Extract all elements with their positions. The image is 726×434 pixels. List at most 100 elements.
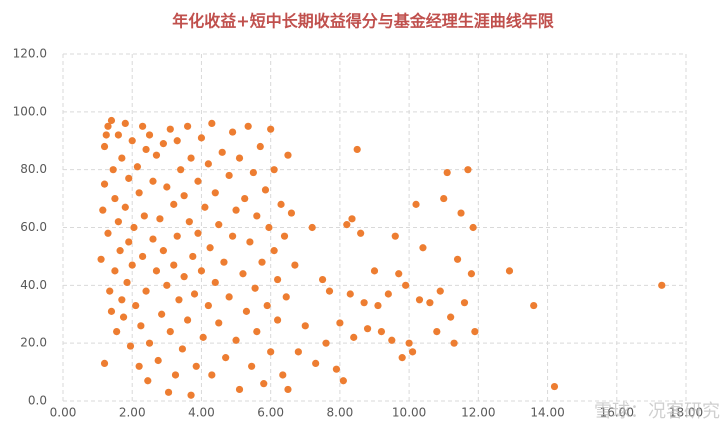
x-tick-label: 0.00	[50, 406, 77, 420]
y-tick-label: 60.0	[20, 220, 47, 234]
x-tick-label: 10.00	[392, 406, 426, 420]
point	[246, 238, 254, 246]
point	[139, 252, 147, 261]
point	[106, 287, 114, 295]
point	[453, 255, 462, 263]
point	[201, 203, 209, 211]
y-tick-label: 100.0	[13, 104, 47, 118]
point	[550, 382, 559, 391]
point	[215, 319, 223, 327]
point	[187, 391, 195, 399]
point	[142, 287, 150, 295]
y-tick-label: 40.0	[20, 278, 47, 292]
point	[173, 232, 181, 240]
point	[208, 371, 216, 379]
y-tick-label: 0.0	[28, 394, 47, 408]
point	[208, 119, 216, 127]
point	[248, 362, 256, 370]
point	[426, 299, 434, 307]
point	[658, 281, 666, 289]
x-tick-label: 2.00	[119, 406, 146, 420]
point	[139, 122, 147, 130]
point	[294, 348, 302, 356]
point	[469, 223, 477, 232]
point	[102, 131, 110, 139]
point	[145, 339, 154, 347]
point	[235, 385, 244, 394]
point	[256, 142, 264, 151]
point	[436, 287, 444, 295]
point	[130, 223, 138, 232]
point	[263, 301, 271, 310]
point	[218, 148, 226, 156]
point	[284, 151, 292, 159]
point	[215, 221, 223, 229]
point	[135, 362, 143, 370]
point	[99, 206, 107, 214]
point	[163, 183, 171, 191]
point	[175, 296, 183, 304]
point	[220, 258, 228, 266]
point	[132, 301, 140, 310]
point	[204, 301, 212, 310]
point	[166, 125, 174, 133]
point	[443, 168, 451, 177]
point	[260, 380, 268, 388]
point	[332, 365, 341, 373]
point	[170, 261, 178, 269]
point	[119, 313, 128, 321]
point	[192, 362, 200, 370]
point	[166, 328, 174, 336]
point	[440, 194, 448, 203]
point	[251, 284, 259, 292]
point	[184, 122, 192, 130]
point	[267, 125, 275, 133]
point	[412, 200, 420, 208]
x-tick-label: 18.00	[669, 406, 703, 420]
point	[415, 296, 424, 304]
point	[163, 281, 171, 289]
point	[164, 388, 173, 396]
point	[377, 328, 386, 336]
point	[388, 336, 396, 344]
point	[280, 232, 289, 240]
point	[114, 218, 122, 226]
point	[253, 212, 261, 220]
point	[363, 325, 372, 333]
point	[123, 278, 131, 287]
point	[177, 166, 185, 174]
point	[133, 163, 142, 171]
x-tick-label: 4.00	[188, 406, 215, 420]
point	[149, 235, 157, 243]
point	[118, 296, 126, 304]
point	[249, 168, 257, 177]
point	[158, 310, 166, 318]
point	[125, 174, 133, 182]
point	[391, 232, 399, 240]
point	[265, 223, 273, 232]
chart-title: 年化收益+短中长期收益得分与基金经理生涯曲线年限	[172, 12, 554, 31]
point	[239, 270, 247, 278]
point	[144, 377, 152, 385]
point	[152, 267, 161, 275]
point	[450, 339, 458, 347]
point	[447, 313, 455, 321]
point	[190, 290, 199, 298]
point	[152, 151, 161, 159]
point	[121, 119, 129, 127]
point	[121, 203, 129, 211]
point	[350, 333, 358, 341]
point	[128, 261, 136, 269]
point	[206, 244, 214, 252]
point	[142, 145, 150, 154]
point	[244, 122, 252, 130]
point	[137, 322, 145, 330]
point	[232, 206, 240, 214]
point	[471, 328, 479, 336]
point	[126, 342, 135, 350]
point	[505, 267, 514, 275]
point	[460, 299, 469, 307]
point	[100, 142, 109, 151]
point	[170, 200, 178, 208]
point	[178, 345, 187, 353]
